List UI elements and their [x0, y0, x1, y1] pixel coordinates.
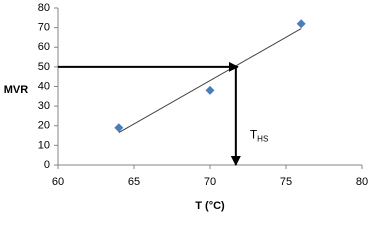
chart: MVR T (°C) THS 0 10 20 30 40 50 60 70 80 60 65 70 75…: [4, 2, 368, 212]
y-tick-label: 50: [38, 61, 50, 73]
x-tick-label: 70: [204, 176, 216, 188]
trendline: [118, 28, 302, 134]
annotation: THS: [250, 128, 268, 144]
point: [296, 19, 306, 29]
y-tick-label: 0: [44, 159, 50, 171]
x-tick-label: 65: [128, 176, 140, 188]
y-tick-label: 30: [38, 100, 50, 112]
y-axis-label: MVR: [4, 84, 29, 96]
y-tick-label: 40: [38, 80, 50, 92]
x-tick-label: 60: [52, 176, 64, 188]
point: [205, 85, 215, 95]
y-tick-label: 80: [38, 2, 50, 14]
y-tick-label: 20: [38, 120, 50, 132]
y-tick-label: 60: [38, 41, 50, 53]
y-tick-label: 10: [38, 139, 50, 151]
y-tick-label: 70: [38, 22, 50, 34]
point: [114, 123, 124, 133]
annotation-subscript: HS: [257, 135, 268, 144]
page: {"chart_data": {"type": "scatter", "x_la…: [3, 1, 368, 212]
x-tick-label: 75: [280, 176, 292, 188]
x-axis-label: T (°C): [195, 200, 225, 212]
annotation-text: T: [250, 128, 258, 142]
x-tick-label: 80: [356, 176, 368, 188]
